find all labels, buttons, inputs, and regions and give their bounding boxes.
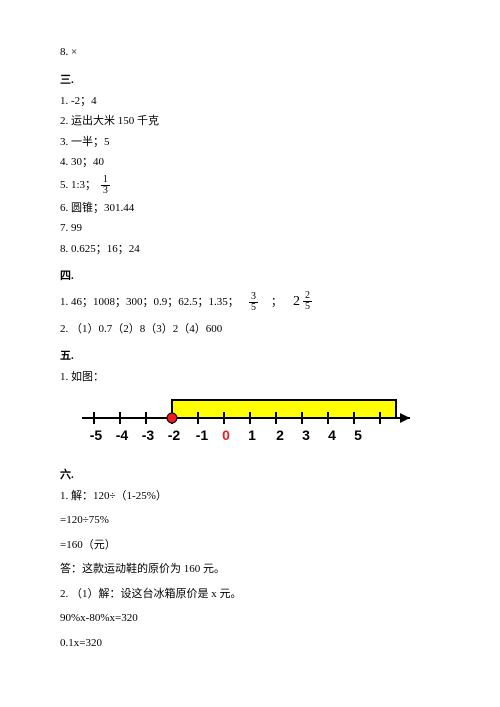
s4-line2: 2. （1）0.7（2）8（3）2（4）600 <box>60 321 440 338</box>
section-6-heading: 六. <box>60 466 440 482</box>
sep: ； <box>271 296 282 308</box>
svg-text:3: 3 <box>302 427 310 443</box>
section-3-heading: 三. <box>60 71 440 87</box>
s3-line7: 7. 99 <box>60 220 440 237</box>
svg-text:-4: -4 <box>116 427 129 443</box>
s5-line1: 1. 如图： <box>60 369 440 386</box>
s4-line1-prefix: 1. 46；1008；300；0.9；62.5；1.35； <box>60 296 239 308</box>
frac-den: 5 <box>303 302 312 312</box>
mixed-whole: 2 <box>293 291 300 312</box>
svg-text:-3: -3 <box>142 427 155 443</box>
fraction-3-5: 3 5 <box>249 292 258 313</box>
s3-line1: 1. -2；4 <box>60 93 440 110</box>
top-line: 8. × <box>60 44 440 61</box>
frac-den: 5 <box>249 303 258 313</box>
s6-l5: 2. （1）解：设这台冰箱原价是 x 元。 <box>60 586 440 603</box>
svg-text:-1: -1 <box>196 427 209 443</box>
s6-l3: =160（元） <box>60 537 440 554</box>
svg-text:2: 2 <box>276 427 284 443</box>
mixed-frac: 2 5 <box>303 291 312 312</box>
frac-num: 1 <box>101 175 110 186</box>
s6-l6: 90%x-80%x=320 <box>60 610 440 627</box>
s3-line4: 4. 30；40 <box>60 154 440 171</box>
svg-text:5: 5 <box>354 427 362 443</box>
svg-text:-2: -2 <box>168 427 181 443</box>
mixed-2-2-5: 2 2 5 <box>293 291 314 312</box>
s3-line3: 3. 一半；5 <box>60 134 440 151</box>
s3-line8: 8. 0.625；16；24 <box>60 241 440 258</box>
s3-line5-prefix: 5. 1:3； <box>60 179 96 191</box>
s3-line5: 5. 1:3； 1 3 <box>60 175 440 196</box>
number-line-diagram: -5 -4 -3 -2 -1 0 1 2 3 4 5 <box>60 394 420 454</box>
s4-line1: 1. 46；1008；300；0.9；62.5；1.35； 3 5 ； 2 2 … <box>60 291 440 313</box>
s6-l4: 答：这款运动鞋的原价为 160 元。 <box>60 561 440 578</box>
frac-den: 3 <box>101 186 110 196</box>
s6-l1: 1. 解：120÷（1-25%） <box>60 488 440 505</box>
s3-line2: 2. 运出大米 150 千克 <box>60 113 440 130</box>
svg-text:0: 0 <box>222 427 230 443</box>
section-5-heading: 五. <box>60 347 440 363</box>
svg-text:1: 1 <box>248 427 256 443</box>
section-4-heading: 四. <box>60 267 440 283</box>
s6-l7: 0.1x=320 <box>60 635 440 652</box>
svg-text:-5: -5 <box>90 427 103 443</box>
fraction-1-3: 1 3 <box>101 175 110 196</box>
s3-line6: 6. 圆锥；301.44 <box>60 200 440 217</box>
s6-l2: =120÷75% <box>60 512 440 529</box>
svg-text:4: 4 <box>328 427 336 443</box>
